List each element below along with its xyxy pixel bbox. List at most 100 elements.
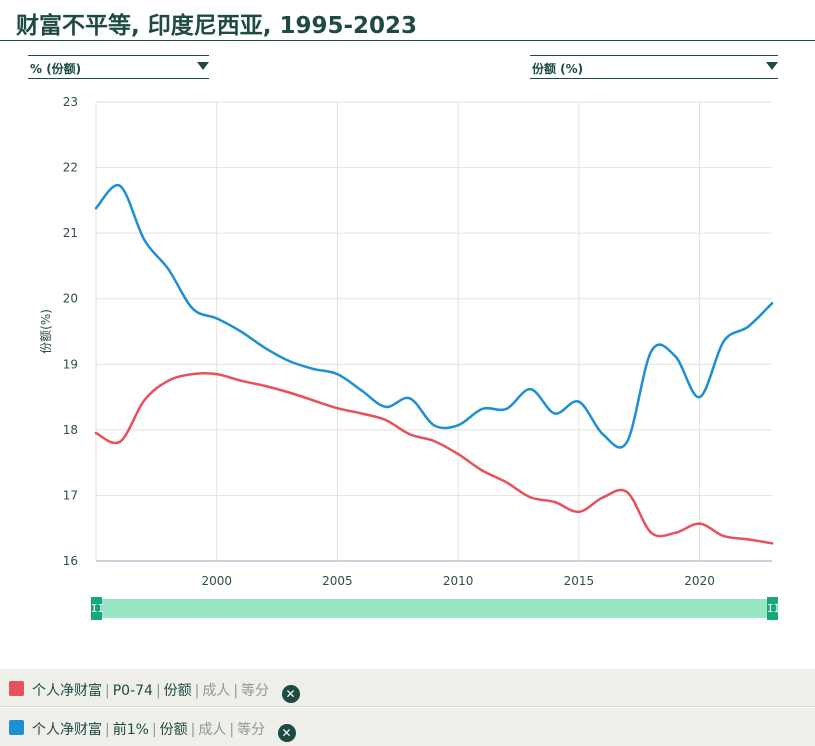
data-point (312, 399, 315, 402)
legend-swatch (9, 681, 24, 696)
data-point (746, 538, 750, 541)
legend-label: 个人净财富 | 前1% | 份额 | 成人 | 等分 ✕ (32, 719, 296, 742)
data-point (360, 412, 363, 415)
data-point (432, 424, 436, 427)
data-point (481, 407, 484, 411)
y-tick-label: 20 (63, 292, 78, 306)
data-point (722, 534, 725, 538)
x-tick-label: 2020 (684, 574, 715, 588)
time-range-slider[interactable] (91, 599, 778, 618)
data-point (143, 399, 146, 402)
data-point (239, 379, 243, 382)
data-point (601, 433, 605, 436)
data-point (408, 433, 412, 436)
data-point (360, 389, 363, 392)
data-point (505, 407, 508, 411)
legend-swatch (9, 720, 24, 735)
legend-measure: 份额 (163, 683, 192, 699)
y-tick-label: 22 (63, 161, 78, 175)
series-line-0 (94, 372, 774, 545)
legend-equivalence: 等分 (237, 722, 266, 738)
data-point (94, 207, 98, 210)
x-tick-label: 2000 (201, 574, 232, 588)
data-point (118, 184, 122, 188)
chevron-down-icon (766, 62, 778, 70)
data-point (650, 350, 653, 353)
data-point (118, 440, 122, 443)
chart-axes: 16 17 18 19 20 21 22 23 2000 2005 2010 2015 2020 份额(%… (39, 95, 715, 588)
data-point (674, 531, 677, 534)
data-point (191, 307, 194, 310)
data-point (674, 355, 677, 358)
legend-item: 个人净财富 | P0-74 | 份额 | 成人 | 等分 ✕ (0, 669, 815, 707)
chart-series (94, 183, 774, 545)
data-point (287, 359, 291, 363)
data-point (746, 325, 750, 329)
data-point (770, 302, 774, 305)
legend-population: 成人 (202, 683, 231, 699)
y-tick-label: 18 (63, 423, 78, 437)
data-point (577, 400, 581, 403)
data-point (505, 481, 508, 484)
remove-series-icon[interactable]: ✕ (281, 685, 300, 703)
x-tick-label: 2005 (322, 574, 353, 588)
data-point (529, 496, 532, 499)
data-point (722, 340, 725, 343)
data-point (215, 317, 218, 320)
data-point (263, 384, 267, 388)
data-point (698, 522, 701, 525)
data-point (384, 405, 387, 409)
data-point (191, 372, 194, 376)
data-point (553, 500, 556, 504)
chart-title: 财富不平等, 印度尼西亚, 1995-2023 (16, 13, 418, 39)
legend-variable: 个人净财富 (32, 683, 102, 699)
y-tick-label: 17 (63, 488, 78, 502)
unit-dropdown-label: % (份额) (30, 62, 82, 76)
legend-population: 成人 (198, 722, 227, 738)
data-point (650, 531, 653, 534)
data-point (336, 372, 339, 376)
data-point (432, 439, 436, 443)
data-point (167, 268, 170, 271)
chart-grid (95, 101, 772, 562)
data-point (456, 424, 460, 427)
line-chart: 16 17 18 19 20 21 22 23 2000 2005 2010 2015 2020 份额(%… (39, 95, 774, 588)
slider-start-handle[interactable]: II (91, 597, 104, 620)
data-point (384, 418, 387, 422)
data-point (239, 330, 243, 333)
x-tick-label: 2015 (564, 574, 595, 588)
legend-variable: 个人净财富 (32, 722, 102, 738)
series-line-1 (94, 183, 774, 449)
data-point (529, 388, 532, 391)
title-divider (0, 40, 815, 41)
legend-item: 个人净财富 | 前1% | 份额 | 成人 | 等分 ✕ (0, 708, 815, 746)
y-axis-label: 份额(%) (39, 309, 53, 354)
measure-dropdown[interactable]: 份额 (%) (530, 55, 778, 79)
data-point (408, 397, 412, 400)
legend-group: P0-74 (112, 683, 153, 699)
data-point (601, 496, 605, 499)
data-point (577, 510, 581, 513)
chevron-down-icon (197, 62, 209, 70)
data-point (143, 238, 146, 241)
legend-label: 个人净财富 | P0-74 | 份额 | 成人 | 等分 ✕ (32, 680, 300, 703)
data-point (553, 412, 556, 415)
y-tick-label: 23 (63, 95, 78, 109)
y-tick-label: 19 (63, 357, 78, 371)
data-point (770, 542, 774, 545)
data-point (336, 407, 339, 410)
data-point (625, 440, 629, 443)
data-point (287, 391, 291, 394)
data-point (215, 372, 218, 376)
unit-dropdown[interactable]: % (份额) (28, 55, 209, 79)
measure-dropdown-label: 份额 (%) (532, 62, 584, 76)
remove-series-icon[interactable]: ✕ (277, 724, 296, 742)
data-point (94, 431, 98, 435)
x-tick-label: 2010 (443, 574, 474, 588)
y-tick-label: 21 (63, 226, 78, 240)
data-point (625, 490, 629, 494)
data-point (263, 346, 267, 350)
legend-group: 前1% (112, 722, 149, 738)
data-point (698, 395, 701, 399)
slider-end-handle[interactable]: II (767, 597, 780, 620)
